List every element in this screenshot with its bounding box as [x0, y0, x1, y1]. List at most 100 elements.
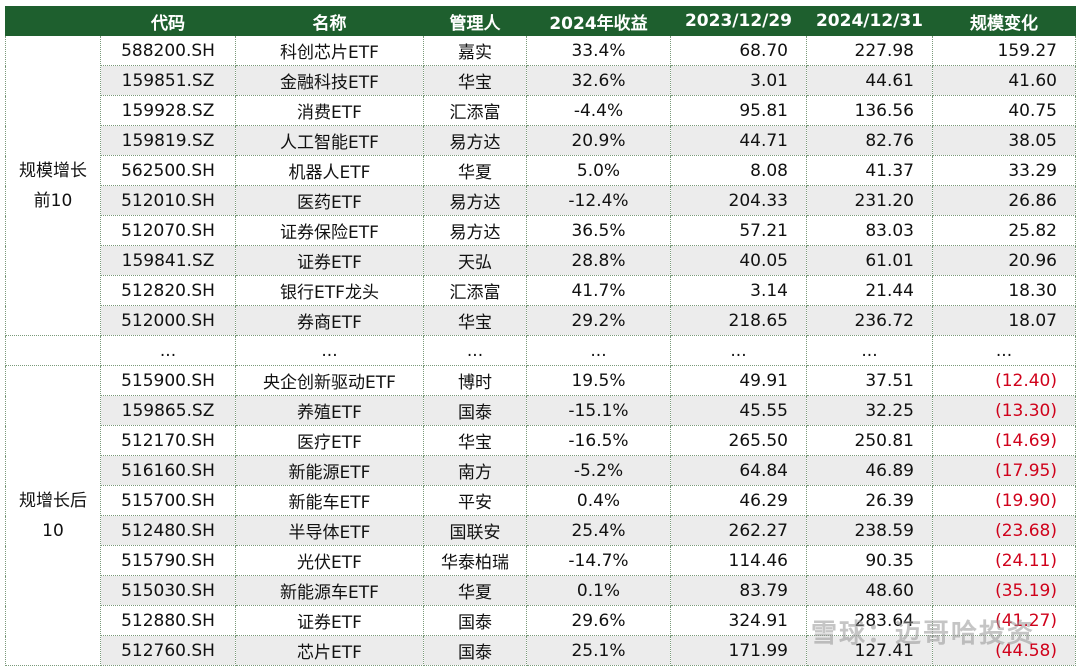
cell-size-2023: 44.71 [670, 125, 807, 156]
cell-size-change: 26.86 [932, 185, 1076, 216]
etf-scale-table: 代码 名称 管理人 2024年收益 2023/12/29 2024/12/31 … [5, 6, 1076, 666]
cell-manager: 华夏 [423, 575, 527, 606]
cell-name: 人工智能ETF [235, 125, 424, 156]
header-manager: 管理人 [423, 6, 527, 36]
cell-size-2023: 218.65 [670, 305, 807, 336]
cell-manager: 华宝 [423, 305, 527, 336]
cell-manager: 华泰柏瑞 [423, 545, 527, 576]
cell-2024-return: 25.4% [526, 515, 671, 546]
cell-code: 588200.SH [100, 35, 236, 66]
cell-size-2023: 46.29 [670, 485, 807, 516]
cell-size-2023: 45.55 [670, 395, 807, 426]
cell-size-2024: 231.20 [806, 185, 933, 216]
cell-name: 机器人ETF [235, 155, 424, 186]
cell-name: 医疗ETF [235, 425, 424, 456]
cell-name: 科创芯片ETF [235, 35, 424, 66]
cell-name: 半导体ETF [235, 515, 424, 546]
header-2024-return: 2024年收益 [526, 6, 671, 36]
table-row: 512070.SH 证券保险ETF 易方达 36.5% 57.21 83.03 25.82 [6, 215, 1076, 246]
cell-name: 证券保险ETF [235, 215, 424, 246]
cell-size-2023: 3.14 [670, 275, 807, 306]
cell-size-change: 25.82 [932, 215, 1076, 246]
cell-2024-return: 36.5% [526, 215, 671, 246]
cell-size-2023: 324.91 [670, 605, 807, 636]
cell-size-2024: 21.44 [806, 275, 933, 306]
group-label: 规模增长前10 [5, 35, 101, 336]
cell-2024-return: 5.0% [526, 155, 671, 186]
table-row: 562500.SH 机器人ETF 华夏 5.0% 8.08 41.37 33.29 [6, 155, 1076, 186]
cell-2024-return: 41.7% [526, 275, 671, 306]
cell-2024-return: -15.1% [526, 395, 671, 426]
table-row: 159819.SZ 人工智能ETF 易方达 20.9% 44.71 82.76 38.05 [6, 125, 1076, 156]
cell-name: 芯片ETF [235, 635, 424, 666]
cell-code: 515790.SH [100, 545, 236, 576]
cell-size-2024: 26.39 [806, 485, 933, 516]
ellipsis-cell: ... [932, 335, 1076, 366]
ellipsis-cell: ... [100, 335, 236, 366]
cell-manager: 国联安 [423, 515, 527, 546]
cell-manager: 汇添富 [423, 275, 527, 306]
table-row: 512880.SH 证券ETF 国泰 29.6% 324.91 283.64 (41.27) [6, 605, 1076, 636]
cell-manager: 易方达 [423, 215, 527, 246]
cell-code: 512170.SH [100, 425, 236, 456]
watermark: 雪球：迈哥哈投资 [810, 619, 1035, 649]
cell-size-2023: 40.05 [670, 245, 807, 276]
table-row: 159928.SZ 消费ETF 汇添富 -4.4% 95.81 136.56 40.75 [6, 95, 1076, 126]
cell-size-2024: 238.59 [806, 515, 933, 546]
cell-name: 新能源车ETF [235, 575, 424, 606]
cell-size-2024: 37.51 [806, 365, 933, 396]
group-label [5, 335, 101, 366]
header-code: 代码 [100, 6, 236, 36]
cell-size-2023: 64.84 [670, 455, 807, 486]
cell-size-change: (35.19) [932, 575, 1076, 606]
ellipsis-cell: ... [235, 335, 424, 366]
cell-size-2023: 265.50 [670, 425, 807, 456]
cell-code: 512070.SH [100, 215, 236, 246]
cell-2024-return: 0.4% [526, 485, 671, 516]
cell-manager: 华宝 [423, 65, 527, 96]
cell-name: 医药ETF [235, 185, 424, 216]
cell-2024-return: 20.9% [526, 125, 671, 156]
cell-2024-return: -5.2% [526, 455, 671, 486]
table-row: 512010.SH 医药ETF 易方达 -12.4% 204.33 231.20 26.86 [6, 185, 1076, 216]
cell-size-2024: 236.72 [806, 305, 933, 336]
cell-name: 证券ETF [235, 605, 424, 636]
cell-size-change: 18.07 [932, 305, 1076, 336]
cell-manager: 国泰 [423, 635, 527, 666]
cell-code: 562500.SH [100, 155, 236, 186]
header-size-change: 规模变化 [932, 6, 1076, 36]
cell-name: 券商ETF [235, 305, 424, 336]
cell-size-2024: 250.81 [806, 425, 933, 456]
cell-code: 512820.SH [100, 275, 236, 306]
cell-name: 金融科技ETF [235, 65, 424, 96]
cell-size-change: 40.75 [932, 95, 1076, 126]
cell-size-change: 41.60 [932, 65, 1076, 96]
cell-code: 512480.SH [100, 515, 236, 546]
cell-2024-return: 19.5% [526, 365, 671, 396]
cell-size-change: (23.68) [932, 515, 1076, 546]
cell-2024-return: 28.8% [526, 245, 671, 276]
header-size-2023: 2023/12/29 [670, 6, 807, 36]
cell-size-change: 159.27 [932, 35, 1076, 66]
cell-code: 515900.SH [100, 365, 236, 396]
cell-code: 516160.SH [100, 455, 236, 486]
cell-size-change: 38.05 [932, 125, 1076, 156]
cell-name: 证券ETF [235, 245, 424, 276]
cell-code: 159865.SZ [100, 395, 236, 426]
cell-2024-return: 29.2% [526, 305, 671, 336]
cell-size-2023: 262.27 [670, 515, 807, 546]
cell-size-2024: 90.35 [806, 545, 933, 576]
cell-size-change: (24.11) [932, 545, 1076, 576]
cell-size-2023: 114.46 [670, 545, 807, 576]
cell-size-change: 20.96 [932, 245, 1076, 276]
cell-size-2024: 48.60 [806, 575, 933, 606]
cell-name: 银行ETF龙头 [235, 275, 424, 306]
cell-size-2023: 49.91 [670, 365, 807, 396]
cell-name: 央企创新驱动ETF [235, 365, 424, 396]
cell-code: 515700.SH [100, 485, 236, 516]
cell-manager: 国泰 [423, 605, 527, 636]
table-row: 159841.SZ 证券ETF 天弘 28.8% 40.05 61.01 20.96 [6, 245, 1076, 276]
cell-size-2023: 204.33 [670, 185, 807, 216]
table-row: 515030.SH 新能源车ETF 华夏 0.1% 83.79 48.60 (35.19) [6, 575, 1076, 606]
cell-2024-return: 29.6% [526, 605, 671, 636]
